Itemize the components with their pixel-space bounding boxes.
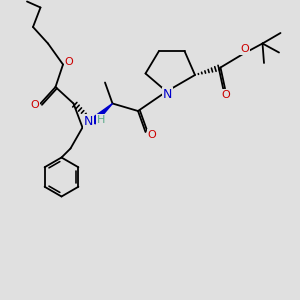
Text: O: O [64, 56, 74, 67]
Text: O: O [148, 130, 157, 140]
Polygon shape [91, 103, 112, 124]
Text: N: N [163, 88, 172, 101]
Text: H: H [97, 115, 106, 125]
Text: O: O [30, 100, 39, 110]
Text: O: O [221, 89, 230, 100]
Text: N: N [84, 115, 93, 128]
Text: O: O [240, 44, 249, 54]
